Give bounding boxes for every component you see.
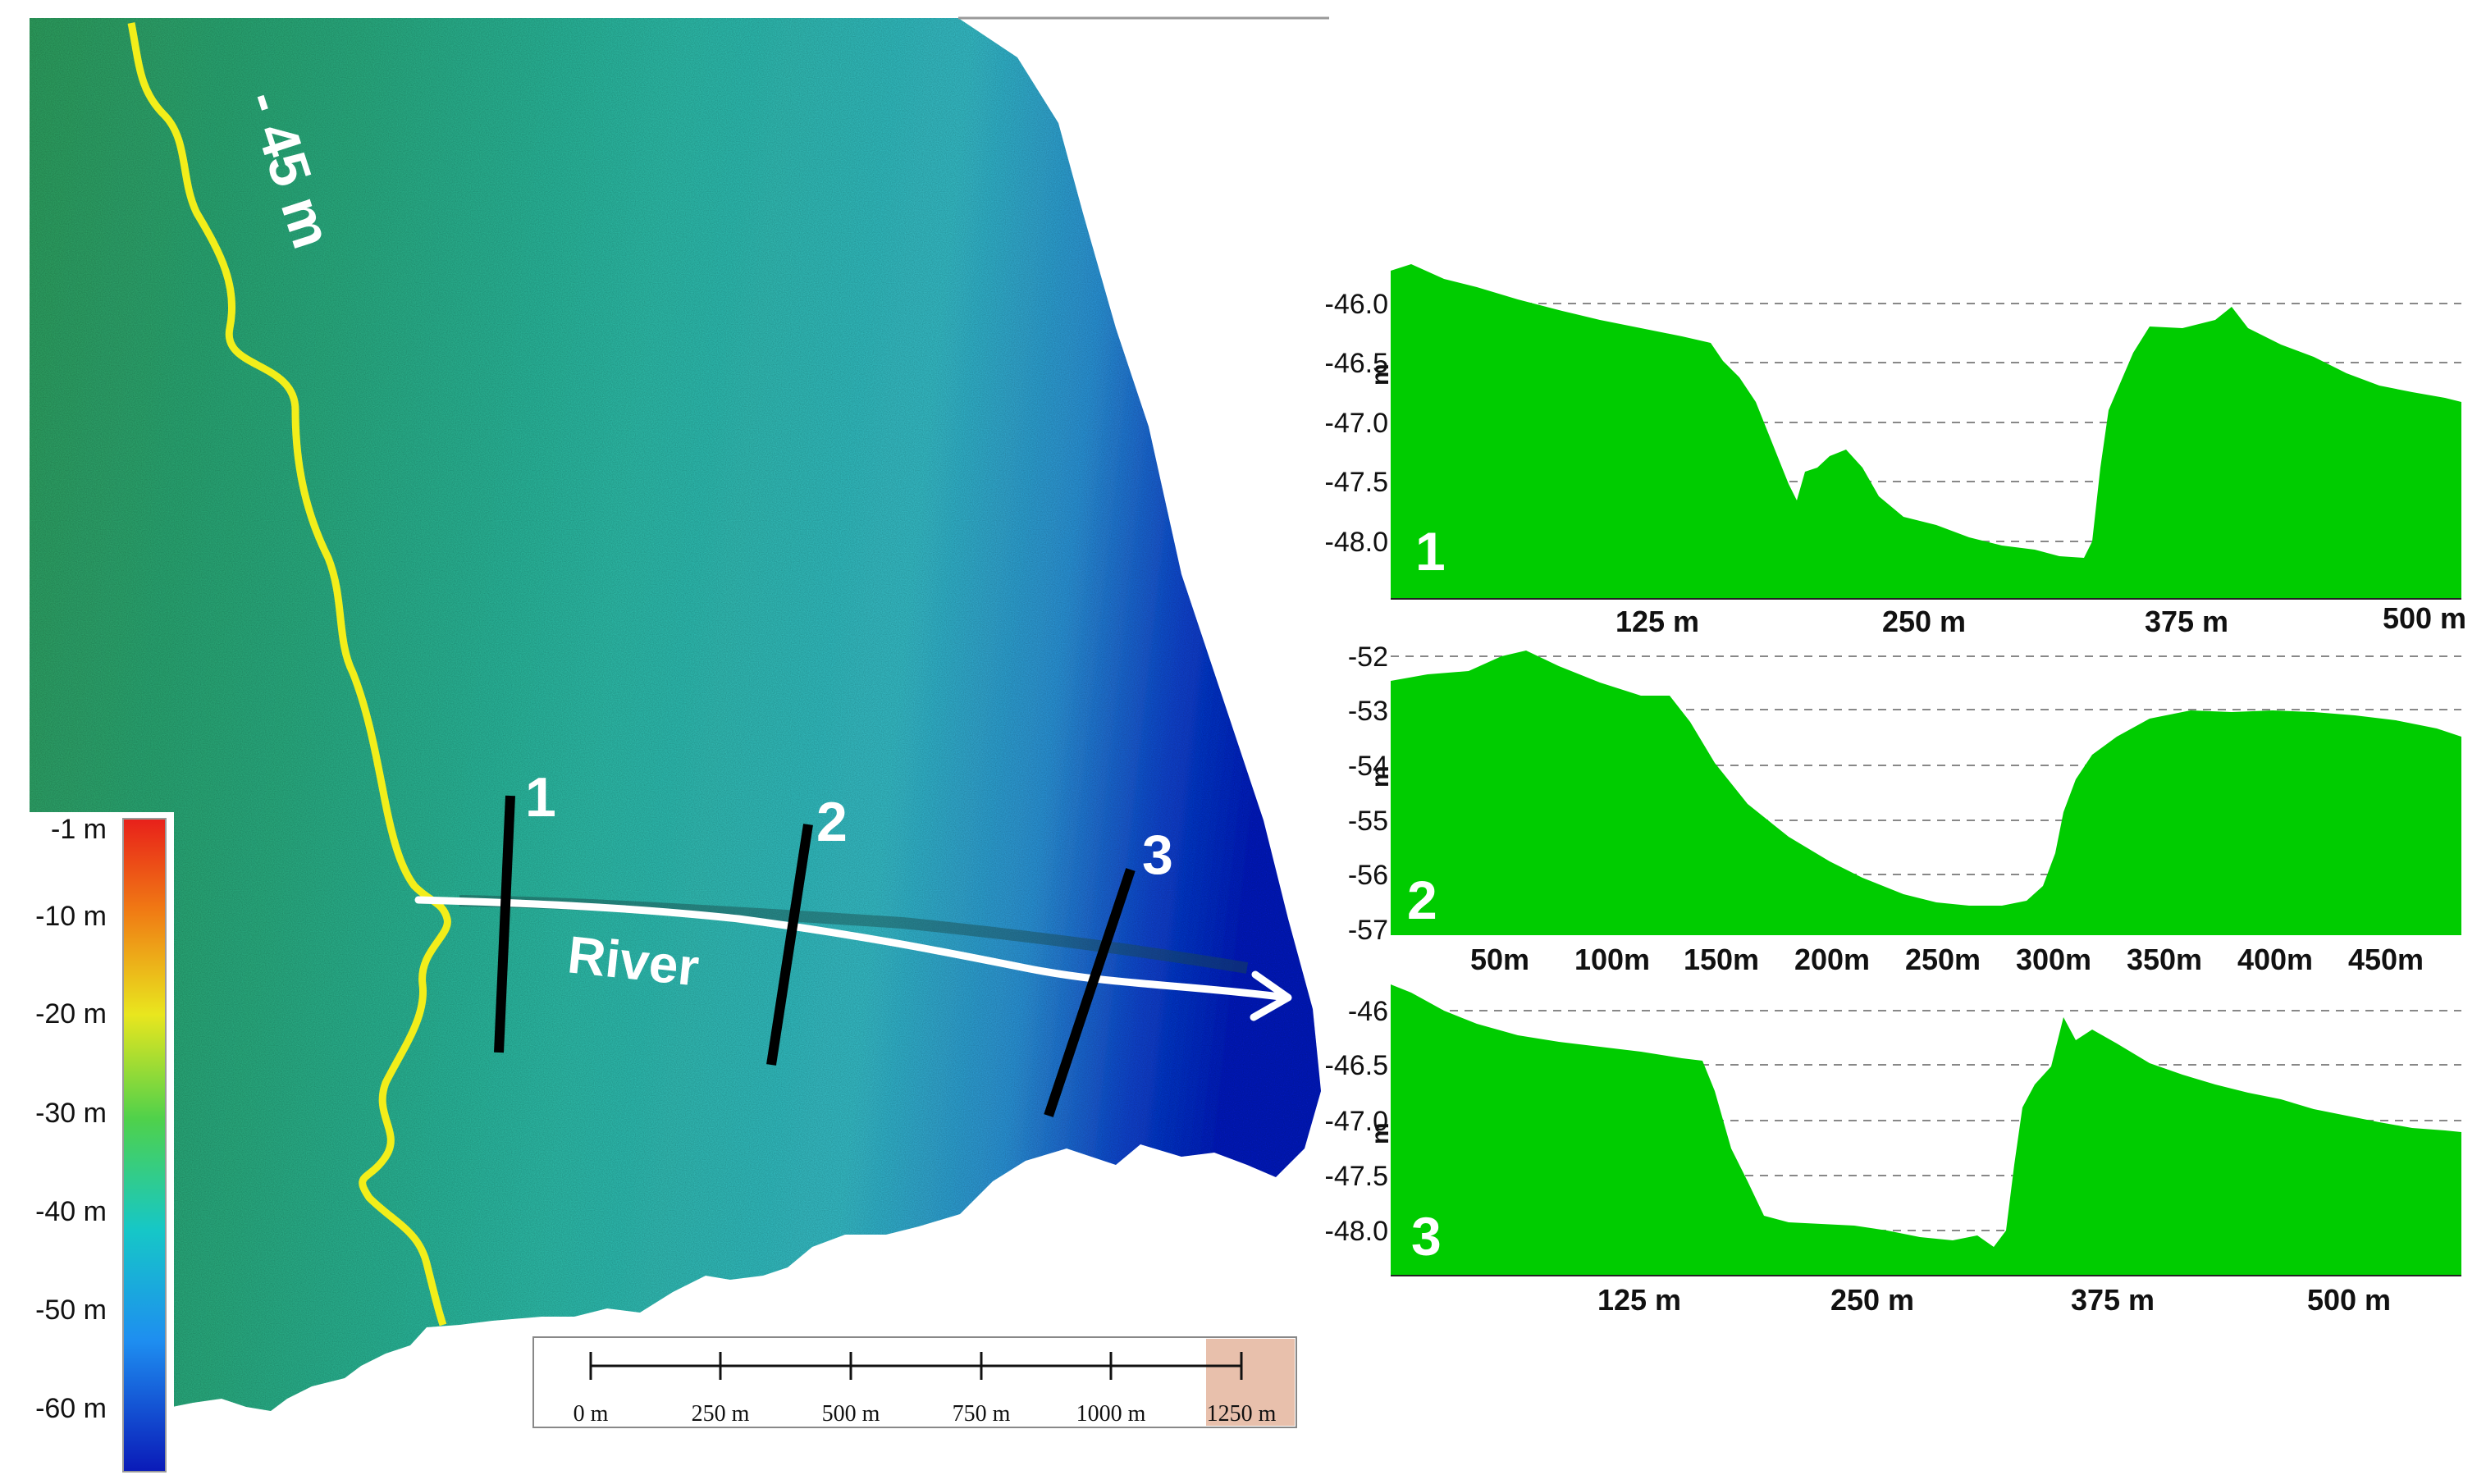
river-arrow-head xyxy=(1250,970,1292,1021)
profile-2-number: 2 xyxy=(1407,870,1437,930)
scale-bar-label: 1250 m xyxy=(1207,1401,1277,1427)
depth-color-legend: -1 m -10 m -20 m -30 m -40 m -50 m -60 m xyxy=(0,812,174,1484)
profile-2-x-tick: 300m xyxy=(2016,943,2091,976)
profile-line-3 xyxy=(1044,868,1136,1117)
profile-1-number: 1 xyxy=(1415,521,1446,582)
profile-2-x-tick: 50m xyxy=(1470,943,1529,976)
scale-bar-land-patch xyxy=(1206,1339,1295,1426)
legend-label: -20 m xyxy=(35,998,107,1030)
profile-1-x-tick: 500 m xyxy=(2383,601,2466,635)
profile-3-number: 3 xyxy=(1411,1206,1442,1267)
profile-2-x-tick: 200m xyxy=(1794,943,1870,976)
scale-bar-label: 750 m xyxy=(953,1401,1011,1427)
profile-line-label-1: 1 xyxy=(525,766,556,829)
profile-2-area xyxy=(1391,651,2461,935)
profile-3-x-tick: 125 m xyxy=(1597,1283,1681,1317)
profile-3-area xyxy=(1391,984,2461,1276)
scale-bar-label: 500 m xyxy=(822,1401,880,1427)
profile-1-y-unit: m xyxy=(1367,363,1394,386)
profile-3-y-tick: -46 xyxy=(1348,996,1388,1027)
profile-1-y-tick: -46.5 xyxy=(1325,348,1389,379)
profile-2-y-tick: -56 xyxy=(1348,860,1388,891)
profile-2-x-tick: 100m xyxy=(1574,943,1650,976)
profile-2-y-tick: -54 xyxy=(1348,751,1388,782)
river-label: River xyxy=(565,925,702,997)
scale-bar-label: 1000 m xyxy=(1076,1401,1146,1427)
profile-1-y-tick: -48.0 xyxy=(1325,527,1389,558)
profile-1-x-tick: 125 m xyxy=(1615,605,1699,638)
profile-1-y-tick: -47.5 xyxy=(1325,467,1389,498)
profile-line-label-2: 2 xyxy=(816,791,848,853)
bathymetry-map: River - 45 m 1 2 3 xyxy=(30,16,1329,1411)
profile-1-x-tick: 375 m xyxy=(2145,605,2228,638)
profile-2-y-unit: m xyxy=(1367,765,1394,788)
profile-line-1 xyxy=(494,795,515,1053)
profile-2-x-tick: 350m xyxy=(2127,943,2202,976)
scale-bar-label: 0 m xyxy=(574,1401,609,1427)
profile-3-x-tick: 250 m xyxy=(1830,1283,1914,1317)
profile-3-x-tick: 500 m xyxy=(2307,1283,2391,1317)
profile-chart-1: -46.0 -46.5 -47.0 -47.5 -48.0 m 125 m 25… xyxy=(1325,264,2466,638)
profile-line-label-3: 3 xyxy=(1142,824,1173,886)
profile-3-y-tick: -47.0 xyxy=(1325,1106,1389,1137)
legend-label: -30 m xyxy=(35,1098,107,1129)
legend-label: -1 m xyxy=(51,814,107,845)
profile-2-x-tick: 150m xyxy=(1684,943,1759,976)
profile-3-y-tick: -47.5 xyxy=(1325,1161,1389,1192)
profile-2-y-tick: -55 xyxy=(1348,806,1388,837)
profile-3-y-unit: m xyxy=(1367,1122,1394,1144)
profile-2-y-tick: -52 xyxy=(1348,642,1388,673)
profile-3-y-tick: -46.5 xyxy=(1325,1050,1389,1081)
legend-color-bar xyxy=(122,818,167,1473)
profile-line-2 xyxy=(766,824,813,1066)
profile-2-y-tick: -57 xyxy=(1348,915,1388,946)
profile-2-y-tick: -53 xyxy=(1348,696,1388,727)
profile-2-x-tick: 450m xyxy=(2348,943,2424,976)
map-surface xyxy=(30,18,1321,1411)
legend-label: -50 m xyxy=(35,1295,107,1326)
contour-line-45m xyxy=(127,22,451,1326)
profile-1-y-tick: -46.0 xyxy=(1325,289,1389,320)
profile-1-x-tick: 250 m xyxy=(1882,605,1966,638)
legend-label: -40 m xyxy=(35,1196,107,1227)
river-arrow-line xyxy=(414,896,1284,1001)
scale-bar-label: 250 m xyxy=(692,1401,750,1427)
profile-1-area xyxy=(1391,264,2461,599)
profile-3-x-tick: 375 m xyxy=(2071,1283,2155,1317)
profile-2-x-tick: 400m xyxy=(2237,943,2313,976)
legend-label: -10 m xyxy=(35,901,107,932)
profile-2-x-tick: 250m xyxy=(1905,943,1981,976)
profile-3-y-tick: -48.0 xyxy=(1325,1216,1389,1247)
legend-label: -60 m xyxy=(35,1393,107,1424)
profile-1-y-tick: -47.0 xyxy=(1325,408,1389,439)
profile-chart-2: -52 -53 -54 -55 -56 -57 m 50m 100m 150m … xyxy=(1348,642,2461,976)
profile-chart-3: -46 -46.5 -47.0 -47.5 -48.0 m 125 m 250 … xyxy=(1325,984,2461,1317)
scale-bar-panel xyxy=(532,1336,1297,1428)
scale-bar: 0 m 250 m 500 m 750 m 1000 m 1250 m xyxy=(532,1336,1297,1428)
